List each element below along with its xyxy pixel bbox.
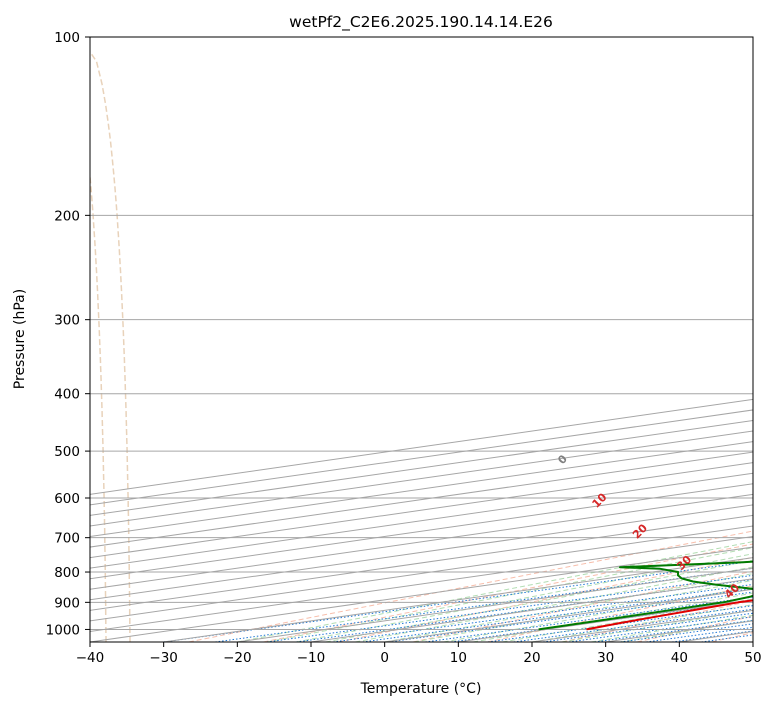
moist-adiabat [355, 566, 753, 642]
y-axis-label: Pressure (hPa) [12, 289, 28, 389]
y-tick-label: 100 [54, 30, 80, 46]
x-tick-label: 10 [450, 650, 467, 666]
y-tick-label: 700 [54, 531, 80, 547]
plot-frame [89, 36, 754, 643]
isotherm [90, 525, 753, 622]
moist-adiabat [414, 579, 753, 642]
profile-series [538, 560, 753, 631]
x-tick-label: −10 [297, 650, 326, 666]
moist-adiabat [325, 559, 753, 642]
moist-adiabat [473, 592, 753, 642]
moist-adiabat [502, 598, 753, 642]
y-axis: 1000 900 800 700 600 500 400 300 200 100 [46, 30, 90, 638]
x-tick-label: 0 [380, 650, 389, 666]
x-axis-label: Temperature (°C) [360, 681, 482, 697]
dry-adiabat [338, 556, 753, 642]
y-tick-label: 1000 [46, 622, 80, 638]
x-tick-label: −40 [76, 650, 105, 666]
x-tick-label: −30 [149, 650, 178, 666]
y-tick-label: 400 [54, 387, 80, 403]
dry-adiabat [487, 585, 753, 642]
x-tick-label: 20 [523, 650, 540, 666]
reference-curve [90, 50, 131, 642]
reference-curve [90, 168, 107, 642]
x-tick-label: 40 [671, 650, 688, 666]
y-tick-label: 800 [54, 565, 80, 581]
y-tick-label: 600 [54, 491, 80, 507]
x-tick-label: −20 [223, 650, 252, 666]
isotherm [90, 504, 753, 601]
y-tick-label: 500 [54, 444, 80, 460]
y-tick-label: 300 [54, 313, 80, 329]
y-tick-label: 900 [54, 595, 80, 611]
chart-title: wetPf2_C2E6.2025.190.14.14.E26 [289, 13, 553, 32]
isotherm [90, 451, 753, 548]
x-tick-label: 30 [597, 650, 614, 666]
isotherm [90, 472, 753, 569]
isotherm [90, 483, 753, 580]
isotherm [90, 493, 753, 590]
background-lines [90, 37, 753, 642]
moist-adiabat [237, 541, 753, 642]
x-axis: −40 −30 −20 −10 0 10 20 30 40 50 [76, 642, 762, 666]
isotherm [90, 536, 753, 632]
y-tick-label: 200 [54, 208, 80, 224]
x-tick-label: 50 [744, 650, 761, 666]
dewpoint-line [538, 560, 753, 631]
isotherm [90, 514, 753, 611]
isotherm [90, 462, 753, 559]
dry-adiabat [263, 543, 753, 642]
